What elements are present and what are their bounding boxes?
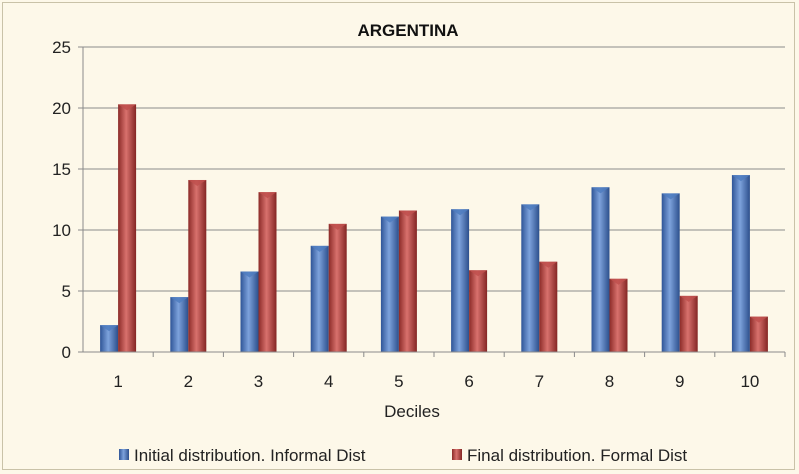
legend: Initial distribution. Informal Dist Fina… (119, 446, 687, 465)
bar-final-cap (469, 270, 488, 277)
bar-final-cap (188, 179, 207, 186)
x-tick-label: 7 (535, 372, 544, 391)
bar-initial-cap (170, 297, 189, 304)
x-axis-ticks: 1 2 3 4 5 6 7 8 9 10 (113, 352, 786, 391)
y-axis-ticks: 0 5 10 15 20 25 (52, 38, 83, 362)
bar-final-cap (398, 210, 417, 217)
bar-initial-cap (380, 216, 399, 223)
x-axis-title: Deciles (384, 402, 440, 421)
legend-label-final: Final distribution. Formal Dist (467, 446, 687, 465)
x-tick-label: 8 (605, 372, 614, 391)
bar-initial-cap (310, 245, 329, 252)
y-tick-label: 15 (52, 160, 71, 179)
bar-initial-cap (521, 204, 540, 211)
bar-initial-cap (451, 209, 470, 216)
x-tick-label: 5 (394, 372, 403, 391)
bar-final (679, 295, 698, 352)
bar-final (258, 192, 277, 352)
bar-initial (661, 193, 680, 352)
bar-final (609, 278, 628, 352)
bar-initial (100, 325, 119, 352)
bar-initial-cap (591, 187, 610, 194)
bar-final (188, 179, 207, 352)
x-tick-label: 9 (675, 372, 684, 391)
x-tick-label: 1 (113, 372, 122, 391)
y-tick-label: 0 (62, 343, 71, 362)
bar-initial (380, 216, 399, 352)
bar-initial (521, 204, 540, 352)
bar-final (118, 104, 137, 352)
bar-initial-cap (240, 271, 259, 278)
x-tick-label: 2 (184, 372, 193, 391)
bar-final-cap (118, 104, 137, 111)
y-tick-label: 20 (52, 99, 71, 118)
bar-initial (310, 245, 329, 352)
y-tick-label: 10 (52, 221, 71, 240)
x-tick-label: 10 (740, 372, 759, 391)
bar-initial-cap (661, 193, 680, 200)
bar-initial-cap (100, 325, 119, 332)
bar-final (469, 270, 488, 352)
chart-title: ARGENTINA (357, 21, 458, 40)
bar-final (539, 261, 558, 352)
bar-final (749, 316, 768, 352)
bar-initial-cap (731, 175, 750, 182)
legend-swatch-initial (119, 449, 129, 460)
x-tick-label: 4 (324, 372, 333, 391)
bar-final-cap (328, 223, 347, 230)
x-tick-label: 3 (254, 372, 263, 391)
bar-initial (240, 271, 259, 352)
bar-final-cap (539, 261, 558, 268)
bar-final-cap (749, 316, 768, 323)
bar-final (328, 223, 347, 352)
bar-final-cap (258, 192, 277, 199)
bar-final-cap (679, 295, 698, 302)
bar-initial (591, 187, 610, 352)
bar-initial (170, 297, 189, 352)
bar-final (398, 210, 417, 352)
bar-initial (451, 209, 470, 352)
bars (100, 104, 768, 352)
legend-label-initial: Initial distribution. Informal Dist (134, 446, 366, 465)
x-tick-label: 6 (464, 372, 473, 391)
legend-swatch-final (452, 449, 462, 460)
bar-final-cap (609, 278, 628, 285)
y-tick-label: 25 (52, 38, 71, 57)
bar-initial (731, 175, 750, 352)
y-tick-label: 5 (62, 282, 71, 301)
